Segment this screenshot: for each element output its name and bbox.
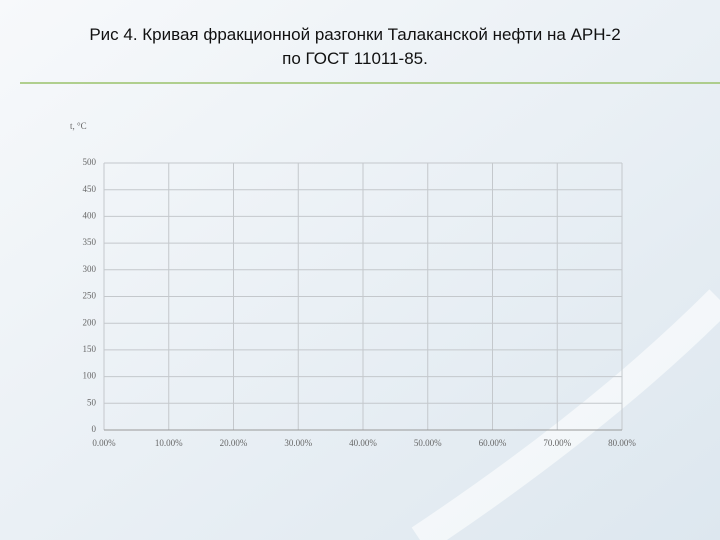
y-axis-label: t, °C bbox=[70, 121, 87, 131]
x-tick-label: 10.00% bbox=[155, 438, 183, 448]
y-tick-label: 100 bbox=[83, 371, 97, 381]
x-tick-label: 20.00% bbox=[220, 438, 248, 448]
y-tick-label: 350 bbox=[83, 237, 97, 247]
x-tick-label: 0.00% bbox=[92, 438, 116, 448]
decoration bbox=[411, 289, 720, 540]
y-tick-label: 450 bbox=[83, 184, 97, 194]
x-tick-label: 30.00% bbox=[284, 438, 312, 448]
x-tick-label: 70.00% bbox=[543, 438, 571, 448]
y-tick-label: 250 bbox=[83, 291, 97, 301]
chart-title: по ГОСТ 11011-85. bbox=[282, 49, 428, 68]
y-tick-label: 500 bbox=[83, 157, 97, 167]
x-tick-label: 80.00% bbox=[608, 438, 636, 448]
y-tick-label: 300 bbox=[83, 264, 97, 274]
x-tick-label: 60.00% bbox=[479, 438, 507, 448]
x-tick-label: 50.00% bbox=[414, 438, 442, 448]
y-tick-label: 50 bbox=[87, 397, 97, 407]
y-tick-label: 0 bbox=[92, 424, 97, 434]
x-tick-label: 40.00% bbox=[349, 438, 377, 448]
y-tick-label: 150 bbox=[83, 344, 97, 354]
y-tick-label: 200 bbox=[83, 317, 97, 327]
chart-title: Рис 4. Кривая фракционной разгонки Талак… bbox=[89, 25, 620, 44]
y-tick-label: 400 bbox=[83, 210, 97, 220]
